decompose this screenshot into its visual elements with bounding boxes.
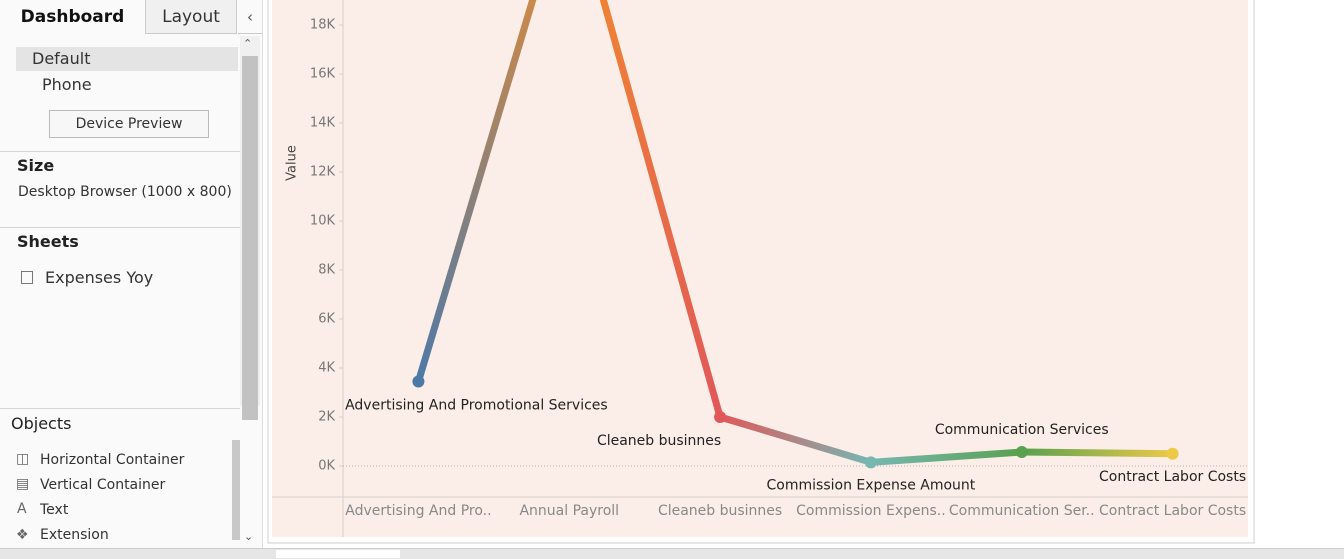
y-tick-label: 12K <box>310 164 336 179</box>
y-tick-label: 16K <box>310 66 336 81</box>
object-item[interactable]: Vertical Container <box>40 477 166 493</box>
tab[interactable]: Dashboard <box>0 0 145 34</box>
section-title: Objects <box>11 414 72 433</box>
point-label: Cleaneb businnes <box>597 433 721 449</box>
line-segment <box>716 413 875 466</box>
object-icon: ▤ <box>16 476 30 492</box>
point <box>864 456 877 469</box>
size-dropdown[interactable]: Desktop Browser (1000 x 800) <box>18 184 232 200</box>
y-tick-label: 8K <box>318 262 335 277</box>
y-tick-label: 14K <box>310 115 336 130</box>
sheet-item[interactable]: Expenses Yoy <box>45 268 154 287</box>
separator <box>0 151 240 152</box>
plot <box>412 0 1179 469</box>
selected-row <box>16 47 238 71</box>
object-icon: A <box>17 501 27 517</box>
y-tick-label: 0K <box>318 459 335 474</box>
y-tick-label: 10K <box>310 213 336 228</box>
point <box>1166 447 1179 460</box>
scrollbar-thumb[interactable] <box>232 440 240 540</box>
scrollbar-thumb[interactable] <box>242 56 258 420</box>
point <box>412 375 425 388</box>
scroll-arrow[interactable]: ⌄ <box>244 530 254 543</box>
y-tick-label: 18K <box>310 17 336 32</box>
sheet-tab[interactable] <box>276 550 400 558</box>
tab-bar <box>0 548 1344 559</box>
object-icon: ◫ <box>16 451 30 467</box>
y-tick-label: 6K <box>318 312 335 327</box>
x-tick-label: Cleaneb businnes <box>658 503 782 519</box>
point-label: Commission Expense Amount <box>767 477 976 493</box>
line-segment <box>1018 448 1177 458</box>
y-axis-title: Value <box>285 145 300 181</box>
x-tick-label: Annual Payroll <box>519 503 619 519</box>
line-segment <box>599 0 724 421</box>
chart-background <box>272 0 1248 537</box>
object-icon: ❖ <box>16 527 29 543</box>
y-tick-label: 4K <box>318 361 335 376</box>
chart: Value 0K 2K 4K 6K 8K 10K 12K 14K 16K 18K Advertisi… <box>267 0 1255 544</box>
sidebar: Dashboard Layout ‹ Default Phone Device … <box>0 0 263 548</box>
line-segment <box>867 448 1026 466</box>
y-tick-label: 2K <box>318 410 335 425</box>
section-title: Size <box>17 156 55 175</box>
tab[interactable]: Layout <box>145 0 237 34</box>
x-tick-label: Communication Ser.. <box>949 503 1095 519</box>
device-preview-button[interactable]: Device Preview <box>49 110 209 138</box>
x-tick-label: Contract Labor Costs <box>1099 503 1246 519</box>
object-item[interactable]: Horizontal Container <box>40 452 185 468</box>
separator <box>0 408 240 409</box>
separator <box>0 227 240 228</box>
collapse-button[interactable]: ‹ <box>238 0 262 34</box>
sheet-icon <box>21 271 33 284</box>
section-title: Sheets <box>17 232 79 251</box>
device-item[interactable]: Phone <box>42 75 92 94</box>
line-segment <box>414 0 537 385</box>
point <box>1015 446 1028 459</box>
x-tick-label: Advertising And Pro.. <box>345 503 491 519</box>
device-item[interactable]: Default <box>32 49 91 68</box>
point-label: Contract Labor Costs <box>1099 469 1246 485</box>
point <box>714 411 727 424</box>
x-tick-label: Commission Expens.. <box>796 503 946 519</box>
point-label: Communication Services <box>935 422 1109 438</box>
object-item[interactable]: Text <box>40 502 69 518</box>
object-item[interactable]: Extension <box>40 527 109 543</box>
scroll-arrow[interactable]: ⌃ <box>243 37 253 50</box>
point-label: Advertising And Promotional Services <box>345 397 608 413</box>
